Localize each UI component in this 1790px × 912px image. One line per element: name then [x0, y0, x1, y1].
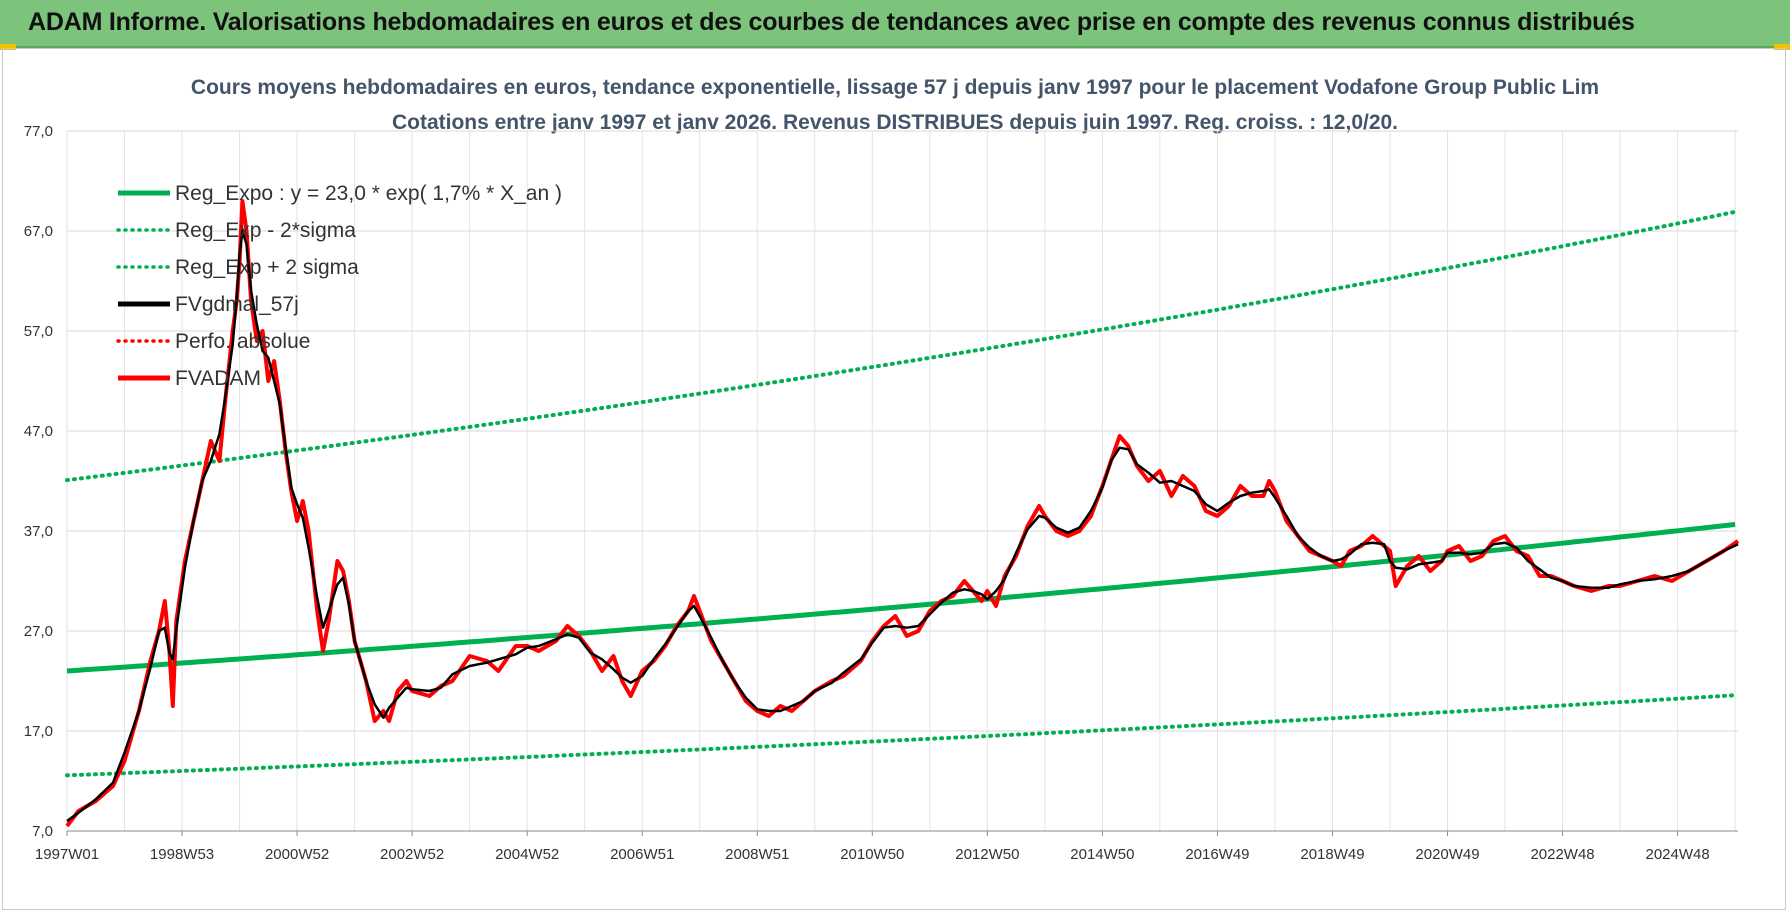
x-tick-label: 2018W49 [1300, 846, 1364, 863]
chart-title-line1: Cours moyens hebdomadaires en euros, ten… [190, 76, 1600, 99]
chart-lines [65, 199, 1740, 828]
x-tick-label: 2000W52 [265, 846, 329, 863]
chart-frame [2, 48, 1786, 910]
legend-label: Perfo. absolue [175, 330, 310, 353]
legend-label: Reg_Expo : y = 23,0 * exp( 1,7% * X_an ) [175, 182, 562, 205]
report-header: ADAM Informe. Valorisations hebdomadaire… [0, 0, 1790, 48]
y-tick-label: 7,0 [32, 823, 53, 840]
x-tick-label: 2016W49 [1185, 846, 1249, 863]
fvgdmal-57j-line [66, 229, 1739, 823]
y-tick-label: 27,0 [24, 623, 53, 640]
legend-label: FVgdmal_57j [175, 293, 299, 316]
x-tick-label: 1997W01 [35, 846, 99, 863]
reg-exp-plus-2sigma-line [65, 209, 1738, 483]
reg-expo-line [66, 521, 1736, 674]
x-tick-label: 2012W50 [955, 846, 1019, 863]
x-tick-label: 2024W48 [1645, 846, 1709, 863]
legend-label: Reg_Exp + 2 sigma [175, 256, 359, 279]
legend-label: Reg_Exp - 2*sigma [175, 219, 356, 242]
x-tick-label: 2014W50 [1070, 846, 1134, 863]
chart-axes: 77,0 67,0 57,0 47,0 37,0 27,0 17,0 7,0 1997W01 19… [24, 123, 1738, 863]
chart-title-line2: Cotations entre janv 1997 et janv 2026. … [391, 111, 1399, 134]
corner-marker-right [1774, 44, 1790, 50]
x-tick-label: 2006W51 [610, 846, 674, 863]
reg-exp-minus-2sigma-line [65, 693, 1738, 778]
x-tick-label: 1998W53 [150, 846, 214, 863]
corner-marker-left [0, 44, 16, 50]
report-title: ADAM Informe. Valorisations hebdomadaire… [28, 8, 1635, 36]
x-tick-label: 2010W50 [840, 846, 904, 863]
y-tick-label: 67,0 [24, 223, 53, 240]
x-tick-label: 2008W51 [725, 846, 789, 863]
x-tick-label: 2002W52 [380, 846, 444, 863]
fvadam-line [65, 199, 1740, 828]
y-tick-label: 17,0 [24, 723, 53, 740]
x-tick-label: 2004W52 [495, 846, 559, 863]
y-tick-label: 77,0 [24, 123, 53, 140]
x-tick-label: 2022W48 [1530, 846, 1594, 863]
x-tick-label: 2020W49 [1415, 846, 1479, 863]
chart-legend: Reg_Expo : y = 23,0 * exp( 1,7% * X_an )… [116, 182, 562, 390]
y-tick-label: 37,0 [24, 523, 53, 540]
y-tick-label: 57,0 [24, 323, 53, 340]
y-tick-label: 47,0 [24, 423, 53, 440]
legend-label: FVADAM [175, 367, 261, 390]
